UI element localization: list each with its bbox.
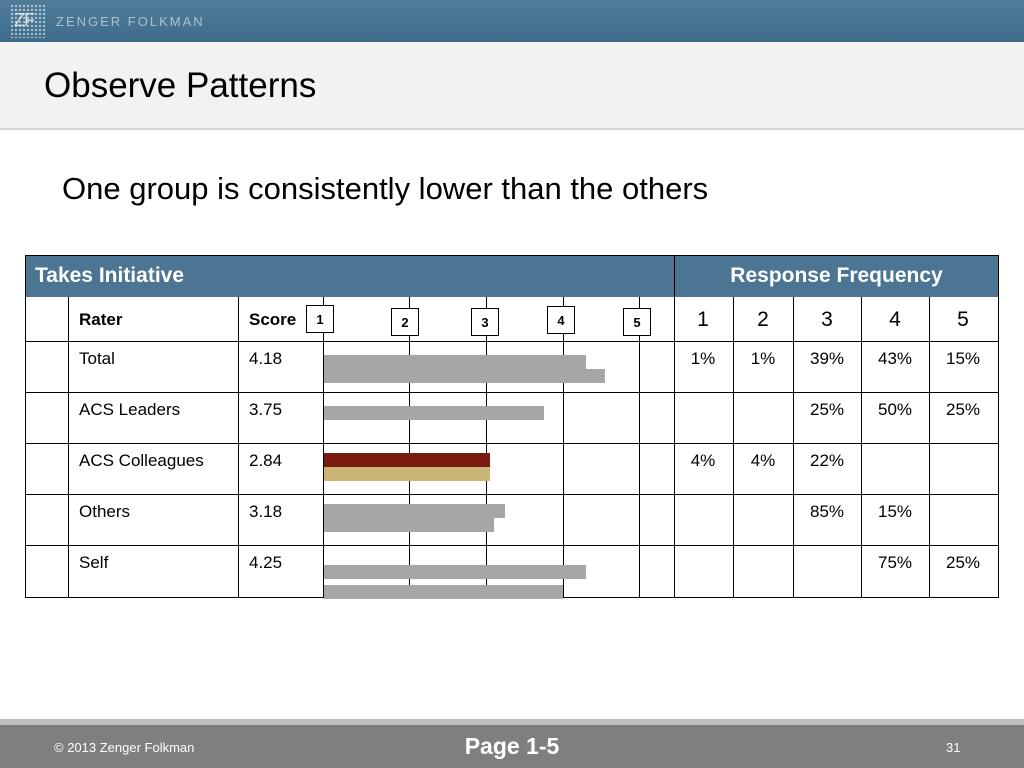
freq-cell: 15%	[945, 349, 981, 368]
column-divider	[793, 297, 794, 598]
column-divider	[639, 297, 640, 598]
rf-col-header-3: 3	[821, 308, 833, 331]
score-cell: 4.18	[249, 349, 283, 368]
rf-col-header-1: 1	[697, 308, 709, 331]
rf-col-header-5: 5	[957, 308, 969, 331]
row-divider	[25, 392, 999, 393]
column-divider	[563, 297, 564, 598]
score-cell: 4.25	[249, 553, 283, 572]
column-divider	[409, 297, 410, 598]
freq-cell: 25%	[809, 400, 845, 419]
bar-acs-colleagues-1	[324, 453, 490, 467]
logo-text: ZENGER FOLKMAN	[56, 14, 205, 29]
col-header-rater: Rater	[79, 310, 123, 329]
scale-label-3: 3	[471, 308, 499, 336]
freq-cell: 4%	[690, 451, 716, 470]
freq-cell: 25%	[945, 400, 981, 419]
column-divider	[929, 297, 930, 598]
footer-page-label: Page 1-5	[464, 733, 560, 759]
column-divider	[861, 297, 862, 598]
bar-total-2	[324, 369, 605, 383]
scale-label-5: 5	[623, 308, 651, 336]
freq-cell: 15%	[877, 502, 913, 521]
freq-cell: 25%	[945, 553, 981, 572]
freq-cell: 22%	[809, 451, 845, 470]
column-divider	[998, 255, 999, 598]
row-divider	[25, 494, 999, 495]
rf-col-header-2: 2	[757, 308, 769, 331]
row-divider	[25, 545, 999, 546]
column-divider	[238, 297, 239, 598]
score-cell: 2.84	[249, 451, 283, 470]
bar-others-2	[324, 518, 494, 532]
slide-subtitle: One group is consistently lower than the…	[62, 171, 709, 206]
rf-col-header-4: 4	[889, 308, 901, 331]
footer-copyright: © 2013 Zenger Folkman	[54, 740, 195, 755]
column-divider	[486, 297, 487, 598]
column-divider	[68, 297, 69, 598]
bar-total-1	[324, 355, 586, 369]
page-title: Observe Patterns	[44, 66, 317, 105]
slide-number: 31	[946, 740, 961, 755]
bar-others-1	[324, 504, 506, 518]
freq-cell: 85%	[809, 502, 845, 521]
column-divider	[733, 297, 734, 598]
column-divider	[674, 255, 675, 598]
title-band: Observe Patterns	[0, 42, 1024, 130]
footer: © 2013 Zenger Folkman Page 1-5 31	[0, 719, 1024, 768]
rater-cell: Total	[79, 349, 115, 368]
freq-cell: 39%	[809, 349, 845, 368]
row-divider	[25, 341, 999, 342]
table-border	[25, 255, 999, 256]
column-divider	[323, 297, 324, 598]
row-divider	[25, 443, 999, 444]
rater-cell: ACS Colleagues	[79, 451, 204, 470]
bar-self-1	[324, 565, 586, 579]
data-table: Takes Initiative Response Frequency Rate…	[25, 255, 999, 599]
freq-cell: 1%	[690, 349, 716, 368]
table-header-right: Response Frequency	[674, 255, 999, 297]
scale-label-4: 4	[547, 306, 575, 334]
freq-cell: 4%	[750, 451, 776, 470]
brand-bar: ZF ZENGER FOLKMAN	[0, 0, 1024, 42]
column-divider	[25, 255, 26, 598]
freq-cell: 75%	[877, 553, 913, 572]
rater-cell: ACS Leaders	[79, 400, 181, 419]
score-cell: 3.75	[249, 400, 283, 419]
bar-self-2	[324, 585, 563, 599]
scale-label-2: 2	[391, 308, 419, 336]
logo-icon: ZF	[10, 4, 46, 38]
freq-cell: 43%	[877, 349, 913, 368]
score-cell: 3.18	[249, 502, 283, 521]
table-header-left: Takes Initiative	[25, 255, 674, 297]
rater-cell: Others	[79, 502, 131, 521]
freq-cell: 50%	[877, 400, 913, 419]
scale-label-1: 1	[306, 305, 334, 333]
bar-acs-colleagues-2	[324, 467, 490, 481]
rater-cell: Self	[79, 553, 109, 572]
freq-cell: 1%	[750, 349, 776, 368]
bar-acs-leaders-1	[324, 406, 544, 420]
col-header-score: Score	[249, 310, 297, 329]
